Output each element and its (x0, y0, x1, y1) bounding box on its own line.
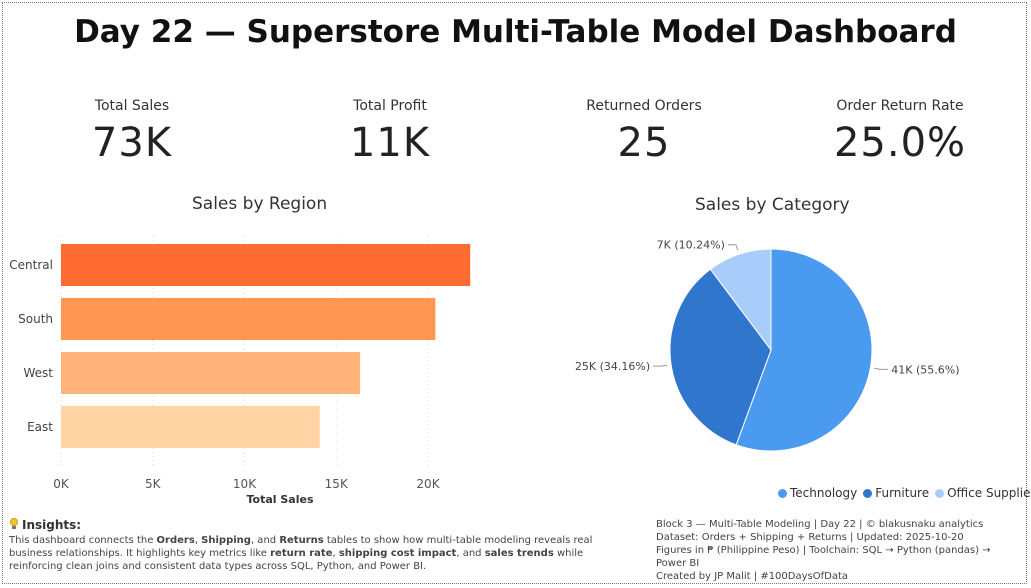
insights-emphasis: shipping cost impact (338, 548, 457, 559)
kpi-value: 25.0% (833, 120, 967, 166)
pie-leader-line (727, 244, 739, 251)
pie-slice-office-supplies[interactable] (709, 248, 772, 352)
insights-emphasis: sales trends (484, 548, 554, 559)
pie-data-label: 41K (55.6%) (891, 363, 959, 376)
insights-text: while reinforcing clean joins and consis… (9, 548, 584, 572)
x-axis-title: Total Sales (246, 493, 313, 506)
legend-item[interactable]: Furniture (863, 486, 929, 500)
sales-by-category-chart: 41K (55.6%) 25K (34.16%) 7K (10.24%) (575, 239, 960, 452)
kpi-label: Order Return Rate (836, 98, 964, 114)
kpi-returned-orders: Returned Orders 25 (544, 98, 744, 166)
y-category-label: East (27, 420, 53, 434)
insights-panel: Insights: This dashboard connects the Or… (9, 518, 629, 573)
sales-by-region-chart: 0K 5K 10K 15K 20K Central South West East Total S… (9, 236, 471, 506)
insights-heading-text: Insights: (22, 518, 82, 532)
pie-leader-line (874, 367, 889, 370)
bar-central[interactable] (61, 244, 471, 286)
y-category-label: Central (9, 258, 53, 272)
insights-text: This dashboard connects the (9, 535, 157, 546)
legend-swatch (863, 489, 873, 498)
x-tick-label: 15K (325, 477, 349, 491)
kpi-total-profit: Total Profit 11K (290, 98, 490, 166)
bar-west[interactable] (61, 352, 361, 394)
y-category-label: West (23, 366, 53, 380)
legend-item[interactable]: Technology (778, 486, 857, 500)
kpi-value: 25 (617, 120, 671, 166)
insights-emphasis: return rate (270, 548, 333, 559)
insights-text: , and (250, 535, 280, 546)
insights-body: This dashboard connects the Orders, Ship… (9, 534, 629, 573)
x-tick-label: 20K (416, 477, 440, 491)
insights-emphasis: Returns (279, 535, 324, 546)
legend-item[interactable]: Office Supplies (935, 486, 1031, 500)
pie-slice-furniture[interactable] (669, 268, 772, 446)
footer-line: Created by JP Malit | #100DaysOfData (656, 571, 849, 582)
kpi-label: Total Profit (353, 98, 427, 114)
insights-emphasis: Shipping (201, 535, 251, 546)
x-tick-label: 10K (233, 477, 257, 491)
pie-leader-line (653, 364, 668, 367)
insights-text: , (332, 548, 339, 559)
page-title: Day 22 — Superstore Multi-Table Model Da… (74, 14, 957, 50)
bar-east[interactable] (61, 406, 320, 448)
bar-chart-title: Sales by Region (192, 194, 328, 214)
footer-line: Figures in ₱ (Philippine Peso) | Toolcha… (656, 545, 991, 569)
lightbulb-icon (9, 518, 19, 530)
insights-text: tables to show how multi-table modeling … (9, 535, 593, 559)
y-category-label: South (18, 312, 53, 326)
kpi-label: Total Sales (94, 98, 170, 114)
kpi-total-sales: Total Sales 73K (32, 98, 232, 166)
kpi-label: Returned Orders (586, 98, 702, 114)
pie-data-label: 7K (10.24%) (657, 239, 725, 252)
insights-heading: Insights: (9, 518, 629, 532)
insights-emphasis: Orders (156, 535, 195, 546)
insights-text: , and (456, 548, 485, 559)
pie-data-label: 25K (34.16%) (575, 360, 650, 373)
bar-south[interactable] (61, 298, 436, 340)
footer-info: Block 3 — Multi-Table Modeling | Day 22 … (656, 518, 1021, 583)
x-tick-label: 0K (53, 477, 70, 491)
legend-swatch (935, 489, 945, 498)
footer-line: Dataset: Orders + Shipping + Returns | U… (656, 532, 964, 543)
kpi-value: 73K (91, 120, 173, 166)
legend-swatch (778, 489, 787, 498)
pie-chart-title: Sales by Category (695, 195, 850, 215)
pie-slice-technology[interactable] (735, 248, 873, 452)
legend-label: Technology (790, 486, 858, 500)
x-tick-label: 5K (145, 477, 162, 491)
kpi-value: 11K (349, 120, 431, 166)
legend-label: Furniture (875, 486, 930, 500)
pie-legend: Technology Furniture Office Supplies (778, 486, 1031, 500)
footer-line: Block 3 — Multi-Table Modeling | Day 22 … (656, 519, 984, 530)
insights-text: , (194, 535, 202, 546)
legend-label: Office Supplies (947, 486, 1031, 500)
kpi-order-return-rate: Order Return Rate 25.0% (800, 98, 1000, 166)
